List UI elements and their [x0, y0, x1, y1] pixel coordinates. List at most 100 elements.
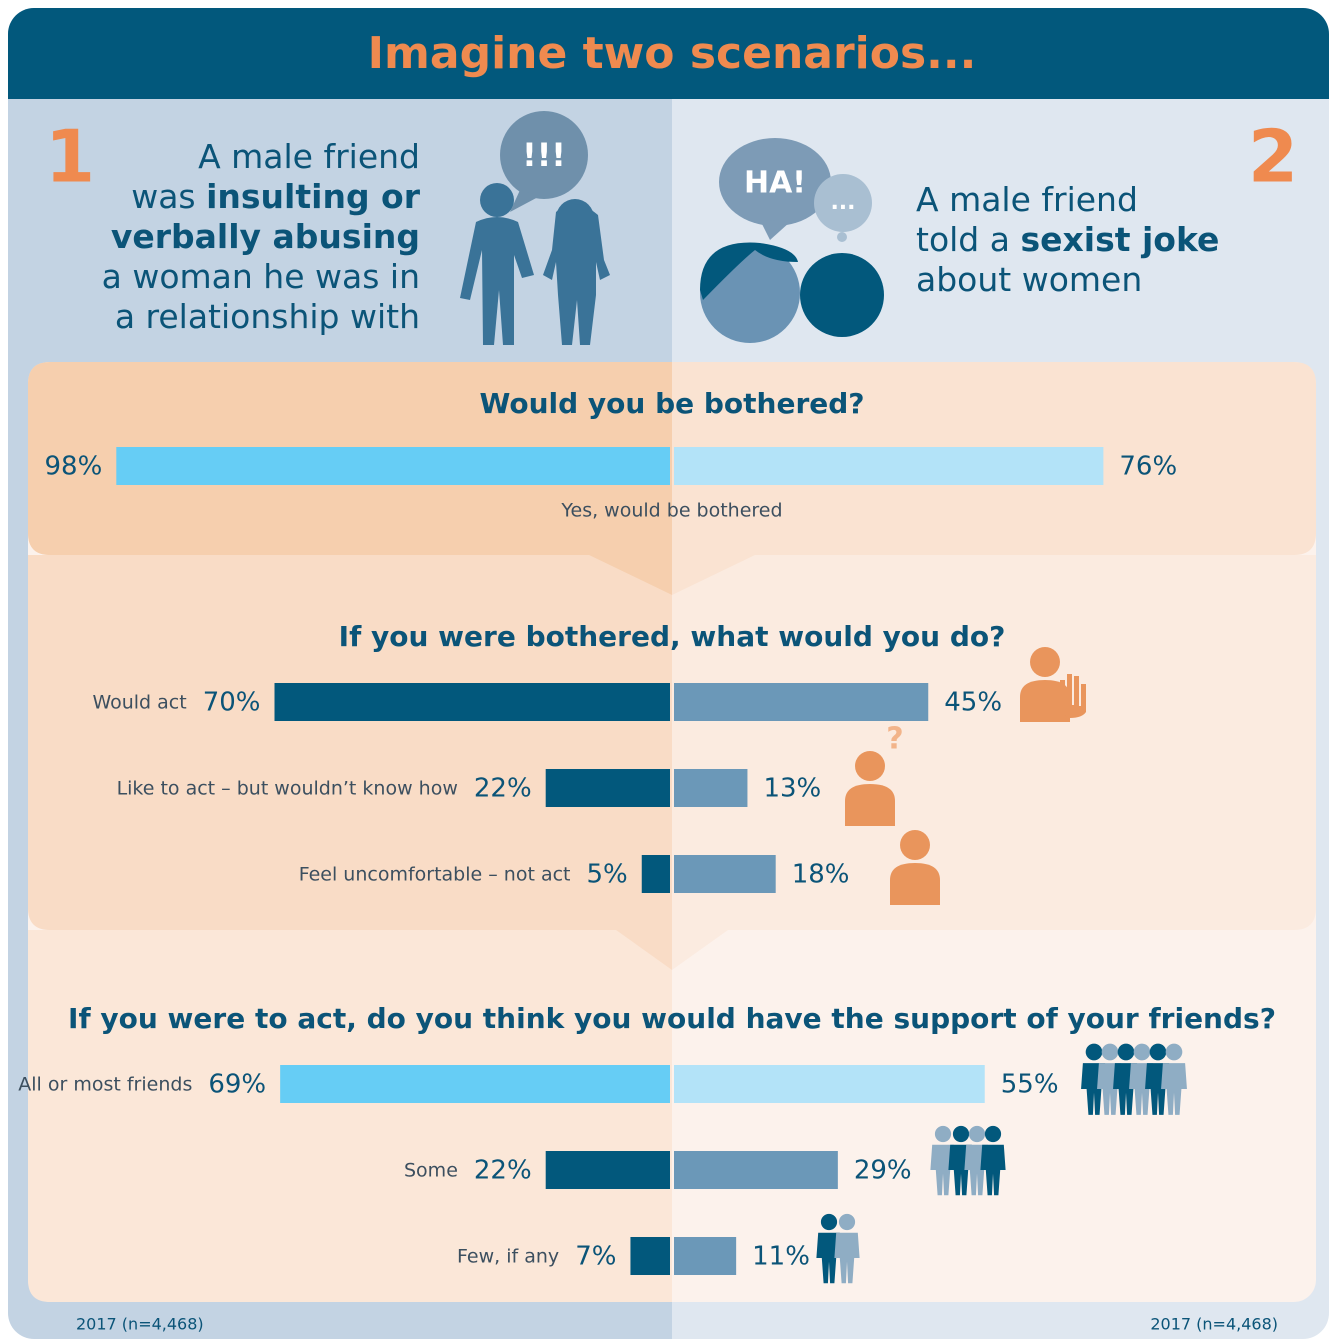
bar [116, 447, 671, 485]
category-label: Yes, would be bothered [560, 500, 782, 522]
value-label: 70% [203, 688, 261, 718]
bar [280, 1065, 670, 1103]
value-label: 22% [474, 774, 532, 804]
bar [630, 1237, 670, 1275]
bubble-label: HA! [744, 166, 806, 201]
head [984, 1125, 1002, 1143]
header-band [8, 8, 1329, 99]
scenario-number: 2 [1248, 115, 1298, 199]
bar [274, 683, 670, 721]
scenario-text: A male friend [916, 180, 1138, 219]
heads-icon [700, 138, 884, 343]
scenario-text: verbally abusing [111, 217, 420, 256]
chart-title: If you were bothered, what would you do? [339, 620, 1006, 653]
scenario-text: a woman he was in [102, 257, 420, 296]
head [1149, 1043, 1167, 1061]
hand-icon [1060, 674, 1086, 718]
value-label: 69% [208, 1070, 266, 1100]
bar [545, 769, 670, 807]
body [834, 1232, 860, 1284]
scenario-text: was insulting or [131, 177, 421, 216]
category-label: Like to act – but wouldn’t know how [117, 778, 458, 800]
person-icon [930, 1125, 956, 1196]
value-label: 5% [587, 860, 628, 890]
head [1101, 1043, 1119, 1061]
value-label: 55% [1001, 1070, 1059, 1100]
footnote: 2017 (n=4,468) [1150, 1315, 1278, 1334]
panel-mid-left [28, 555, 672, 970]
body [816, 1232, 842, 1284]
bubble-label: ... [830, 190, 855, 215]
value-label: 7% [575, 1242, 616, 1272]
person-icon [1161, 1043, 1187, 1115]
scenario-text-part: was [131, 177, 206, 216]
bar [674, 447, 1104, 485]
value-label: 76% [1119, 452, 1177, 482]
scenario-text-part: a woman he was in [102, 257, 420, 296]
head [820, 1213, 838, 1231]
title: Imagine two scenarios... [368, 28, 977, 79]
head [968, 1125, 986, 1143]
chart-title: If you were to act, do you think you wou… [68, 1002, 1276, 1035]
category-label: Would act [92, 692, 186, 714]
scenario-text: about women [916, 260, 1142, 299]
value-label: 11% [752, 1242, 810, 1272]
footnote: 2017 (n=4,468) [76, 1315, 204, 1334]
panel-left [28, 930, 672, 1302]
bar [674, 683, 929, 721]
category-label: Few, if any [457, 1246, 559, 1268]
scenario-text: told a sexist joke [916, 220, 1219, 259]
head [1133, 1043, 1151, 1061]
scenario-text: A male friend [198, 137, 420, 176]
body [930, 1144, 956, 1196]
body [980, 1144, 1006, 1196]
value-label: 22% [474, 1156, 532, 1186]
value-label: 98% [45, 452, 103, 482]
scenario-text-part: told a [916, 220, 1020, 259]
person-icon [980, 1125, 1006, 1196]
bar [674, 1065, 985, 1103]
value-label: 45% [944, 688, 1002, 718]
value-label: 29% [854, 1156, 912, 1186]
scenario-number: 1 [45, 115, 95, 199]
scenario-text-part: insulting or [206, 177, 421, 216]
person-icon [834, 1213, 860, 1284]
scenario-text-part: about women [916, 260, 1142, 299]
couple-icon [460, 111, 610, 345]
head [934, 1125, 952, 1143]
head [952, 1125, 970, 1143]
body [890, 863, 940, 905]
category-label: Some [404, 1160, 458, 1182]
scenario-text-part: a relationship with [115, 297, 420, 336]
head [1165, 1043, 1183, 1061]
value-label: 18% [792, 860, 850, 890]
scenario-text-part: sexist joke [1020, 220, 1219, 259]
scenario-text-part: verbally abusing [111, 217, 420, 256]
head [855, 751, 885, 781]
category-label: All or most friends [18, 1074, 192, 1096]
bubble-label: !!! [522, 136, 566, 174]
scenario-text-part: A male friend [198, 137, 420, 176]
value-label: 13% [763, 774, 821, 804]
body [1020, 680, 1070, 722]
bar [674, 1151, 838, 1189]
question-mark: ? [886, 722, 903, 757]
orange-person-icon [1020, 647, 1070, 722]
body [1161, 1063, 1187, 1115]
head [1085, 1043, 1103, 1061]
chart-title: Would you be bothered? [479, 387, 864, 420]
head [900, 830, 930, 860]
orange-person-icon [890, 830, 940, 905]
bar [674, 855, 776, 893]
body [845, 784, 895, 826]
head [1030, 647, 1060, 677]
orange-person-icon [845, 751, 895, 826]
category-label: Feel uncomfortable – not act [299, 864, 571, 886]
bar [674, 1237, 737, 1275]
scenario-text-part: A male friend [916, 180, 1138, 219]
bar [545, 1151, 670, 1189]
head [838, 1213, 856, 1231]
bar [674, 769, 748, 807]
scenario-text: a relationship with [115, 297, 420, 336]
